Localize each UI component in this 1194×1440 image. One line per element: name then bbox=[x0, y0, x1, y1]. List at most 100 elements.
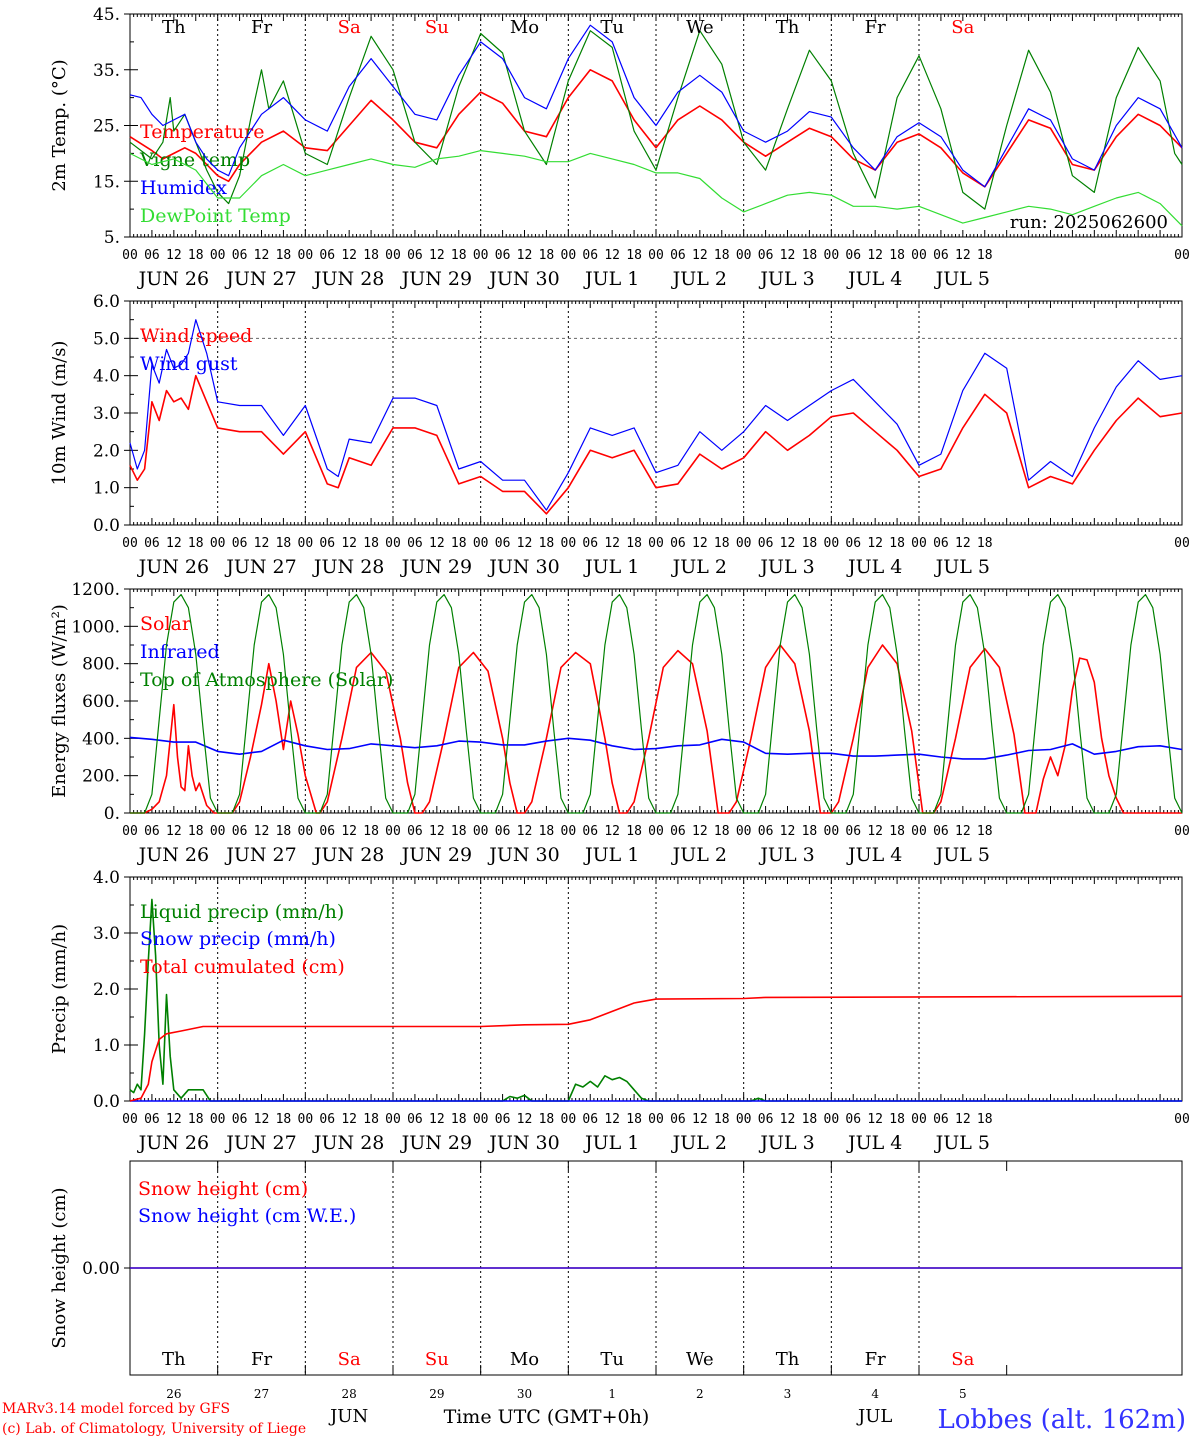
hour-label: 18 bbox=[626, 1112, 642, 1127]
date-label: JUL 5 bbox=[934, 268, 990, 290]
hour-label: 12 bbox=[867, 1112, 883, 1127]
hour-label: 06 bbox=[845, 1112, 861, 1127]
hour-label: 06 bbox=[319, 536, 335, 551]
date-label: JUL 5 bbox=[934, 556, 990, 578]
date-label: JUL 4 bbox=[846, 556, 902, 578]
hour-label: 06 bbox=[144, 824, 160, 839]
hour-label: 12 bbox=[341, 248, 357, 263]
y-tick-label: 0.00 bbox=[82, 1259, 120, 1279]
date-label: JUL 5 bbox=[934, 1132, 990, 1154]
hour-label: 06 bbox=[933, 824, 949, 839]
hour-label: 12 bbox=[780, 824, 796, 839]
hour-label: 12 bbox=[955, 248, 971, 263]
hour-label: 12 bbox=[517, 248, 533, 263]
hour-label: 18 bbox=[276, 1112, 292, 1127]
hour-label: 00 bbox=[210, 248, 226, 263]
hour-label: 18 bbox=[363, 536, 379, 551]
hour-label: 06 bbox=[232, 824, 248, 839]
y-tick-label: 2.0 bbox=[93, 980, 120, 1000]
hour-label: 00 bbox=[561, 824, 577, 839]
hour-label: 00 bbox=[473, 824, 489, 839]
day-number: 28 bbox=[342, 1387, 357, 1401]
y-tick-label: 400. bbox=[82, 729, 120, 749]
date-label: JUL 4 bbox=[846, 268, 902, 290]
weekday-label: Fr bbox=[865, 1349, 886, 1370]
hour-label: 00 bbox=[911, 824, 927, 839]
date-label: JUN 28 bbox=[312, 844, 384, 866]
date-label: JUN 29 bbox=[400, 556, 472, 578]
hour-label: 12 bbox=[692, 1112, 708, 1127]
hour-label: 06 bbox=[232, 1112, 248, 1127]
hour-label: 12 bbox=[517, 536, 533, 551]
date-label: JUL 1 bbox=[583, 1132, 639, 1154]
y-tick-label: 0. bbox=[104, 804, 120, 824]
weekday-label: Th bbox=[776, 17, 800, 38]
y-axis-label: 2m Temp. (°C) bbox=[49, 59, 70, 191]
month-label: JUL bbox=[856, 1406, 892, 1427]
day-number: 1 bbox=[608, 1387, 616, 1401]
hour-label: 06 bbox=[495, 248, 511, 263]
hour-label: 00 bbox=[122, 824, 138, 839]
hour-label: 00 bbox=[385, 536, 401, 551]
legend-entry: Snow height (cm) bbox=[138, 1178, 308, 1200]
hour-label: 00 bbox=[648, 1112, 664, 1127]
run-label: run: 2025062600 bbox=[1010, 212, 1168, 233]
hour-label: 18 bbox=[714, 536, 730, 551]
hour-label: 18 bbox=[889, 248, 905, 263]
hour-label: 12 bbox=[604, 824, 620, 839]
hour-label: 00 bbox=[648, 248, 664, 263]
hour-label: 18 bbox=[889, 1112, 905, 1127]
hour-label: 18 bbox=[626, 248, 642, 263]
hour-label: 18 bbox=[188, 536, 204, 551]
hour-label: 06 bbox=[232, 536, 248, 551]
series-line-wind-speed bbox=[129, 374, 1183, 515]
y-tick-label: 5. bbox=[104, 228, 120, 248]
hour-label: 00 bbox=[210, 824, 226, 839]
date-label: JUN 28 bbox=[312, 1132, 384, 1154]
hour-label: 00 bbox=[1174, 536, 1190, 551]
y-tick-label: 0.0 bbox=[93, 1092, 120, 1112]
legend-entry: Infrared bbox=[140, 641, 220, 663]
hour-label: 12 bbox=[955, 536, 971, 551]
hour-label: 18 bbox=[451, 536, 467, 551]
hour-label: 06 bbox=[407, 536, 423, 551]
legend-entry: Total cumulated (cm) bbox=[140, 956, 345, 978]
date-label: JUL 2 bbox=[671, 556, 727, 578]
hour-label: 18 bbox=[977, 1112, 993, 1127]
weekday-label: Mo bbox=[510, 1349, 539, 1370]
x-axis-label: Time UTC (GMT+0h) bbox=[444, 1406, 650, 1428]
legend-entry: Vigne temp bbox=[139, 149, 250, 171]
hour-label: 12 bbox=[166, 824, 182, 839]
y-tick-label: 45. bbox=[93, 5, 120, 25]
hour-label: 06 bbox=[407, 1112, 423, 1127]
series-line-dewpoint-temp bbox=[129, 150, 1183, 227]
date-label: JUN 29 bbox=[400, 1132, 472, 1154]
hour-label: 06 bbox=[232, 248, 248, 263]
legend-entry: Liquid precip (mm/h) bbox=[140, 901, 344, 923]
y-tick-label: 35. bbox=[93, 61, 120, 81]
hour-label: 18 bbox=[539, 248, 555, 263]
hour-label: 00 bbox=[561, 1112, 577, 1127]
hour-label: 12 bbox=[429, 1112, 445, 1127]
date-label: JUN 26 bbox=[137, 1132, 209, 1154]
y-tick-label: 1200. bbox=[71, 580, 120, 600]
weekday-label: Th bbox=[162, 1349, 186, 1370]
date-label: JUL 3 bbox=[758, 1132, 814, 1154]
hour-label: 18 bbox=[889, 824, 905, 839]
date-label: JUL 3 bbox=[758, 844, 814, 866]
weekday-label: We bbox=[686, 17, 714, 38]
date-label: JUL 1 bbox=[583, 268, 639, 290]
hour-label: 18 bbox=[626, 824, 642, 839]
hour-label: 06 bbox=[933, 248, 949, 263]
hour-label: 18 bbox=[539, 1112, 555, 1127]
hour-label: 18 bbox=[802, 1112, 818, 1127]
day-number: 3 bbox=[784, 1387, 792, 1401]
hour-label: 00 bbox=[736, 536, 752, 551]
y-axis-label: Precip (mm/h) bbox=[49, 924, 70, 1054]
hour-label: 00 bbox=[473, 536, 489, 551]
hour-label: 06 bbox=[758, 248, 774, 263]
hour-label: 00 bbox=[298, 1112, 314, 1127]
series-line-wind-gust bbox=[129, 319, 1183, 511]
hour-label: 00 bbox=[824, 1112, 840, 1127]
lab-credit: (c) Lab. of Climatology, University of L… bbox=[2, 1421, 306, 1437]
